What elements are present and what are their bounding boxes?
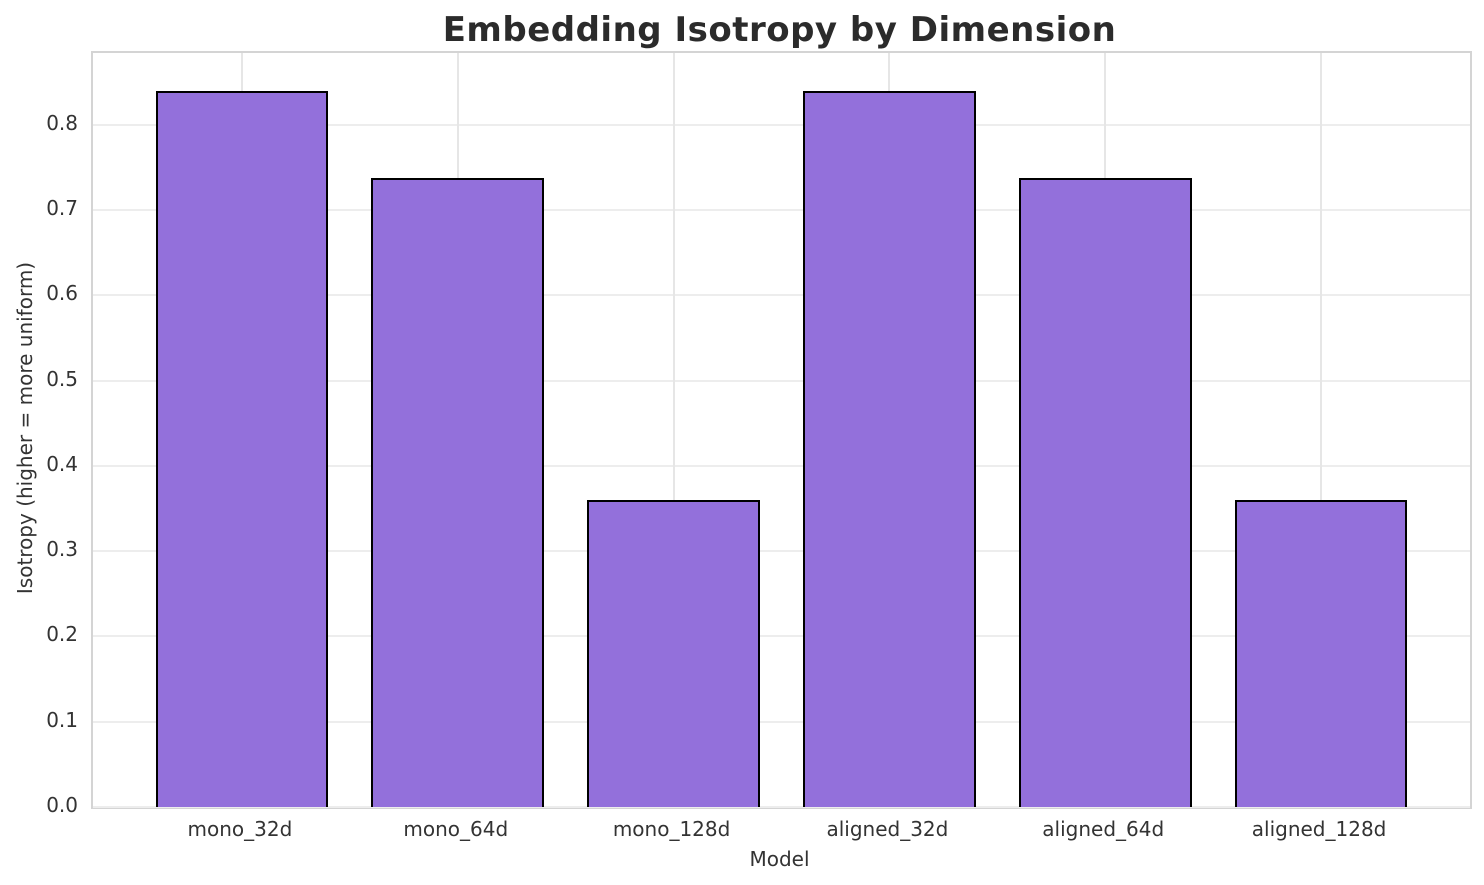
h-gridline-0.6 [93, 294, 1470, 297]
bar-mono_128d [587, 499, 760, 807]
y-tick-0.5: 0.5 [46, 366, 78, 391]
y-tick-0.0: 0.0 [46, 793, 78, 817]
bar-mono_32d [155, 90, 329, 807]
v-gridline-mono_128d [672, 53, 675, 807]
x-tick-aligned_128d: aligned_128d [1251, 817, 1387, 841]
x-tick-mono_32d: mono_32d [187, 817, 293, 841]
plot-area [91, 51, 1472, 809]
h-gridline-0.5 [93, 379, 1470, 382]
x-axis-label: Model [749, 847, 810, 871]
h-gridline-0.3 [93, 550, 1470, 553]
y-tick-0.7: 0.7 [46, 195, 78, 220]
y-tick-0.8: 0.8 [46, 110, 78, 135]
y-tick-0.4: 0.4 [46, 451, 78, 476]
y-tick-0.2: 0.2 [46, 622, 78, 647]
x-tick-mono_64d: mono_64d [403, 817, 509, 841]
v-gridline-aligned_128d [1320, 53, 1323, 807]
bar-aligned_64d [1018, 178, 1192, 807]
h-gridline-0.2 [93, 635, 1470, 638]
bar-aligned_128d [1234, 499, 1408, 807]
h-gridline-0.7 [93, 208, 1470, 211]
x-tick-mono_128d: mono_128d [612, 817, 731, 841]
bar-mono_64d [371, 178, 545, 807]
chart-title: Embedding Isotropy by Dimension [442, 10, 1117, 50]
x-tick-aligned_32d: aligned_32d [826, 817, 949, 841]
x-tick-aligned_64d: aligned_64d [1042, 817, 1165, 841]
y-tick-0.6: 0.6 [46, 281, 78, 306]
y-tick-0.3: 0.3 [46, 537, 78, 562]
h-gridline-0.8 [93, 123, 1470, 126]
h-gridline-0.4 [93, 464, 1470, 467]
h-gridline-0.0 [93, 806, 1470, 808]
h-gridline-0.1 [93, 720, 1470, 723]
bar-aligned_32d [803, 90, 976, 807]
y-tick-0.1: 0.1 [46, 707, 78, 732]
